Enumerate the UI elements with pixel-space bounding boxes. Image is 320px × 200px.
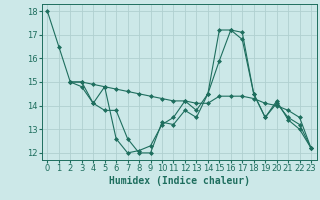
- X-axis label: Humidex (Indice chaleur): Humidex (Indice chaleur): [109, 176, 250, 186]
